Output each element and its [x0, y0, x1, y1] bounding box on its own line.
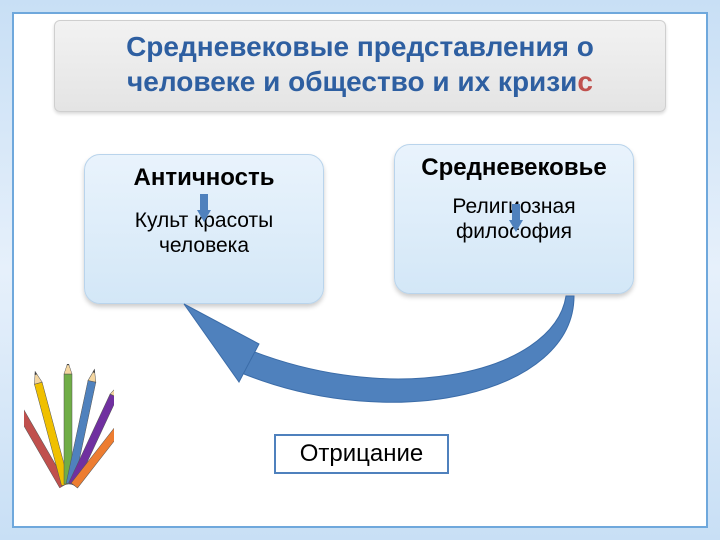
- title-line2-main: человеке и общество и их кризи: [127, 66, 577, 97]
- title-line2-accent: с: [577, 66, 593, 97]
- title-box: Средневековые представления о человеке и…: [54, 20, 666, 112]
- card-antiquity-title: Античность: [93, 165, 315, 191]
- pencils-icon: [24, 364, 114, 504]
- title-line1: Средневековые представления о: [65, 29, 655, 64]
- label-negation: Отрицание: [274, 434, 449, 474]
- slide-inner: Средневековые представления о человеке и…: [12, 12, 708, 528]
- down-arrow-icon: [509, 204, 523, 232]
- slide-frame: Средневековые представления о человеке и…: [0, 0, 720, 540]
- card-antiquity: Античность Культ красоты человека: [84, 154, 324, 304]
- title-line2: человеке и общество и их кризис: [65, 64, 655, 99]
- card-medieval-title: Средневековье: [403, 155, 625, 181]
- down-arrow-icon: [197, 194, 211, 222]
